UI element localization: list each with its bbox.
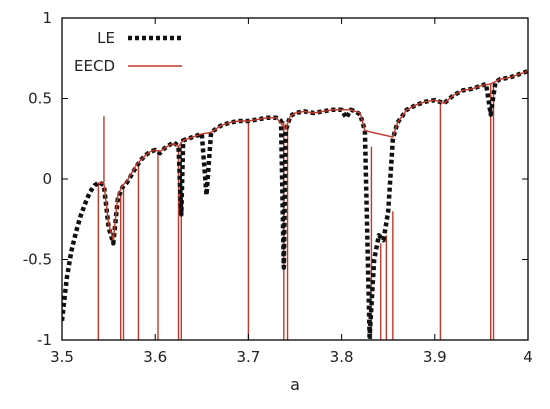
y-tick-label: 1 [42,9,52,27]
x-tick-label: 3.5 [50,348,74,366]
series-le-line [62,68,528,340]
y-tick-label: 0 [42,170,52,188]
y-tick-label: -0.5 [23,251,52,269]
x-axis-label: a [290,375,300,394]
legend-label: EECD [74,57,115,75]
x-tick-label: 3.9 [423,348,447,366]
legend: LE EECD [74,29,182,75]
x-tick-label: 3.6 [143,348,167,366]
y-tick-label: 0.5 [28,90,52,108]
x-tick-label: 4 [523,348,533,366]
y-tick-label: -1 [37,331,52,349]
x-tick-label: 3.7 [236,348,260,366]
series-eecd-line [99,70,528,241]
plot-area [62,68,528,340]
legend-label: LE [97,29,115,47]
axis-ticks: 3.5 3.6 3.7 3.8 3.9 4 -1 -0.5 0 0.5 1 [23,9,533,366]
x-tick-label: 3.8 [330,348,354,366]
